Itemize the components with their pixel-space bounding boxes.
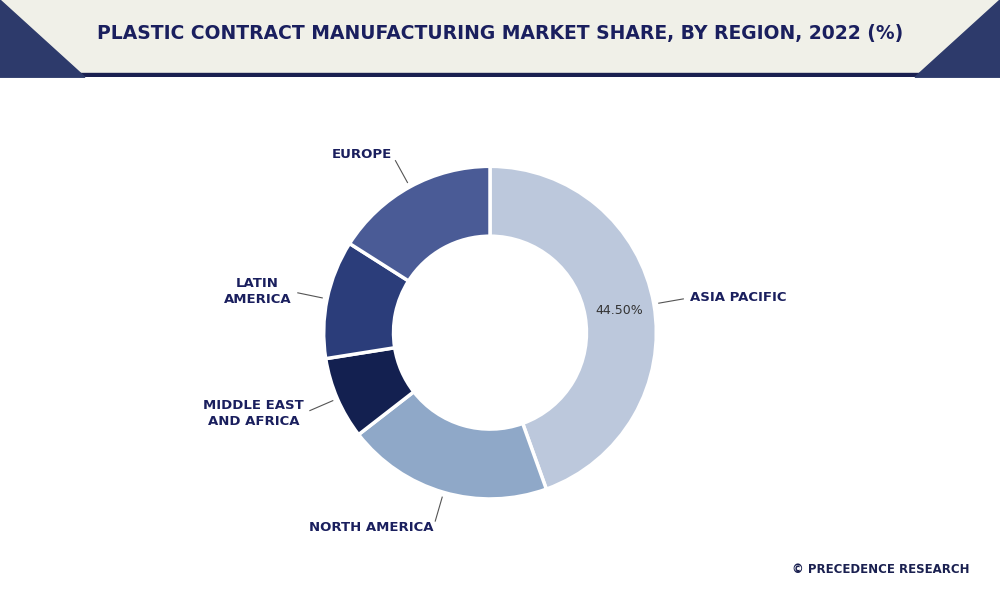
Text: ASIA PACIFIC: ASIA PACIFIC <box>690 291 786 304</box>
Wedge shape <box>324 244 409 359</box>
Text: NORTH AMERICA: NORTH AMERICA <box>309 521 433 534</box>
Wedge shape <box>350 166 490 281</box>
Text: MIDDLE EAST
AND AFRICA: MIDDLE EAST AND AFRICA <box>203 399 304 428</box>
Polygon shape <box>0 0 85 77</box>
Wedge shape <box>490 166 656 489</box>
Text: © PRECEDENCE RESEARCH: © PRECEDENCE RESEARCH <box>792 563 970 576</box>
Text: PLASTIC CONTRACT MANUFACTURING MARKET SHARE, BY REGION, 2022 (%): PLASTIC CONTRACT MANUFACTURING MARKET SH… <box>97 24 903 43</box>
Wedge shape <box>326 347 414 435</box>
Text: LATIN
AMERICA: LATIN AMERICA <box>224 277 291 306</box>
Bar <box>0 72 1000 77</box>
Text: 44.50%: 44.50% <box>596 304 643 317</box>
Wedge shape <box>359 392 546 499</box>
Polygon shape <box>915 0 1000 77</box>
Text: EUROPE: EUROPE <box>332 148 392 162</box>
